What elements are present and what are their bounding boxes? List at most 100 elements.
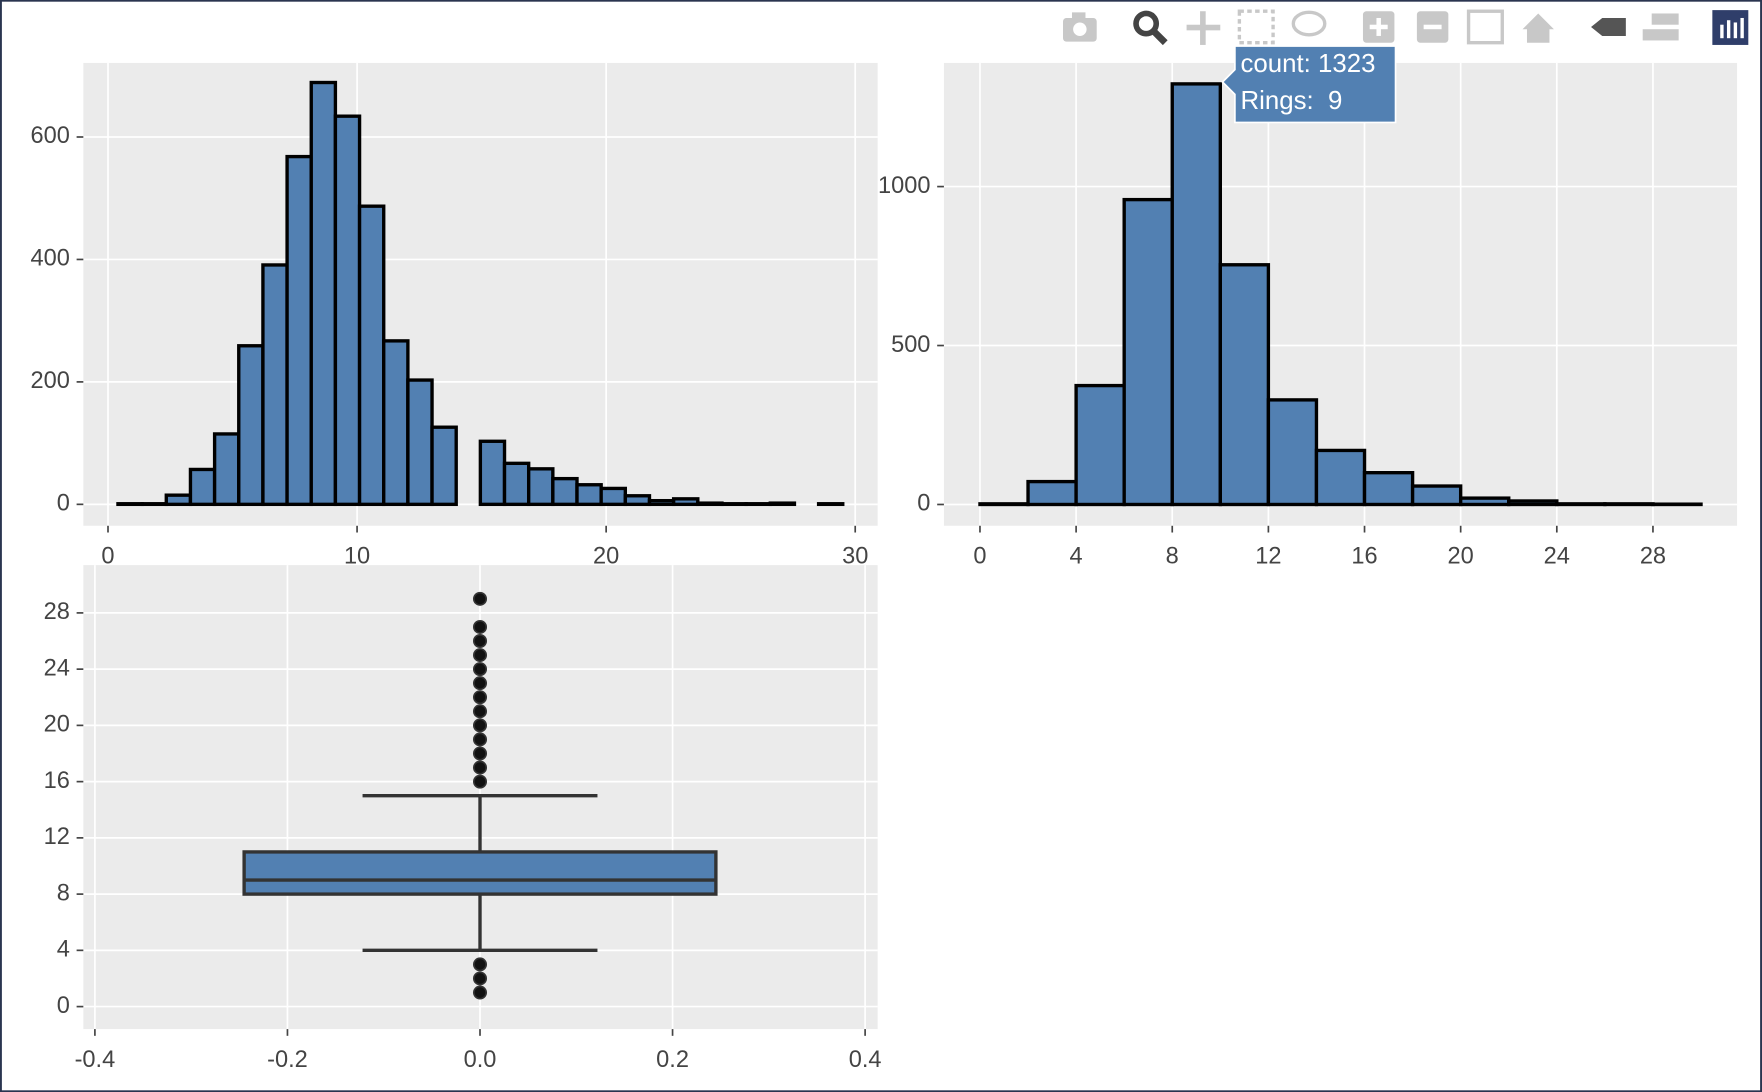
x-tick-label: 0.2: [656, 1046, 689, 1072]
y-tick-label: 400: [31, 245, 70, 271]
bar: [1266, 398, 1319, 507]
outlier: [472, 985, 488, 1000]
outlier: [472, 732, 488, 747]
autoscale-icon[interactable]: [1466, 9, 1504, 45]
bar: [1122, 197, 1174, 507]
zoom-out-icon[interactable]: [1416, 11, 1449, 43]
bar: [309, 80, 338, 507]
x-tick-label: 28: [1640, 542, 1666, 568]
y-tick-label: 4: [57, 936, 70, 962]
y-tick-label: 24: [44, 654, 70, 680]
hover-box: [1221, 45, 1397, 124]
y-tick-label: 0: [57, 992, 70, 1018]
y-tick-label: 20: [44, 711, 70, 737]
bar: [116, 502, 144, 507]
bar: [357, 204, 386, 507]
hover-text: Rings: 9: [1241, 87, 1343, 115]
outlier: [472, 760, 488, 775]
bar: [623, 494, 652, 507]
bar: [478, 439, 507, 507]
y-tick-label: 500: [891, 331, 930, 357]
bar: [212, 432, 241, 507]
outlier: [472, 634, 488, 649]
outlier: [472, 591, 488, 606]
bar: [599, 486, 628, 507]
compare-icon[interactable]: [1642, 13, 1679, 41]
outlier: [472, 690, 488, 705]
x-tick-label: 24: [1544, 542, 1570, 568]
y-tick-label: 0: [57, 490, 70, 516]
bar: [671, 497, 700, 507]
outlier: [472, 676, 488, 691]
bar: [188, 467, 217, 507]
zoom-icon[interactable]: [1133, 10, 1168, 46]
bar: [502, 461, 531, 507]
pan-icon[interactable]: [1186, 11, 1221, 45]
lasso-icon[interactable]: [1291, 10, 1327, 37]
bar: [551, 476, 579, 507]
outlier: [472, 971, 488, 986]
outlier: [472, 704, 488, 719]
bar: [1458, 496, 1511, 507]
bar: [768, 501, 797, 507]
reset-icon[interactable]: [1522, 13, 1554, 43]
bar: [382, 339, 410, 507]
outlier: [472, 662, 488, 677]
y-tick-label: 12: [44, 823, 70, 849]
bar: [1410, 484, 1463, 507]
bar: [430, 425, 458, 507]
hover-label: count: 1323 Rings: 9: [1221, 45, 1397, 124]
bar: [575, 483, 603, 507]
bar: [526, 467, 555, 507]
x-tick-label: 10: [344, 542, 370, 568]
x-tick-label: 8: [1166, 542, 1179, 568]
x-tick-label: 20: [1448, 542, 1474, 568]
plotly-logo[interactable]: [1712, 10, 1749, 45]
outlier: [472, 718, 488, 733]
outlier: [472, 957, 488, 972]
bar: [261, 263, 289, 507]
zoom-in-icon[interactable]: [1362, 11, 1395, 43]
outlier: [472, 746, 488, 761]
bar: [1026, 479, 1078, 507]
y-tick-label: 0: [917, 490, 930, 516]
bar: [1555, 502, 1607, 507]
outlier: [472, 774, 488, 789]
bar: [647, 498, 676, 507]
y-tick-label: 1000: [878, 172, 930, 198]
x-tick-label: 16: [1351, 542, 1377, 568]
bar: [237, 344, 265, 507]
bar: [720, 502, 748, 507]
bar: [1507, 499, 1559, 507]
bar: [1362, 471, 1415, 507]
x-tick-label: 0: [973, 542, 986, 568]
bar: [744, 502, 772, 507]
modebar[interactable]: [1063, 9, 1749, 46]
x-tick-label: 0: [101, 542, 114, 568]
x-tick-label: 20: [593, 542, 619, 568]
bar: [140, 502, 168, 507]
x-tick-label: 0.0: [464, 1046, 497, 1072]
y-tick-label: 200: [31, 367, 70, 393]
camera-icon[interactable]: [1063, 12, 1097, 42]
bar: [1603, 502, 1655, 507]
x-tick-label: 0.4: [849, 1046, 882, 1072]
hover-text: count: 1323: [1241, 50, 1376, 78]
box-select-icon[interactable]: [1237, 9, 1275, 45]
bar: [1314, 448, 1367, 507]
bar: [1170, 82, 1223, 507]
x-tick-label: -0.2: [267, 1046, 308, 1072]
y-tick-label: 28: [44, 598, 70, 624]
x-tick-label: 12: [1255, 542, 1281, 568]
bar: [164, 493, 193, 507]
y-tick-label: 16: [44, 767, 70, 793]
bar: [1218, 263, 1271, 507]
bar: [333, 114, 362, 507]
bar: [1074, 383, 1126, 507]
spike-icon[interactable]: [1591, 17, 1626, 36]
bar: [406, 378, 434, 507]
bar: [978, 502, 1030, 507]
